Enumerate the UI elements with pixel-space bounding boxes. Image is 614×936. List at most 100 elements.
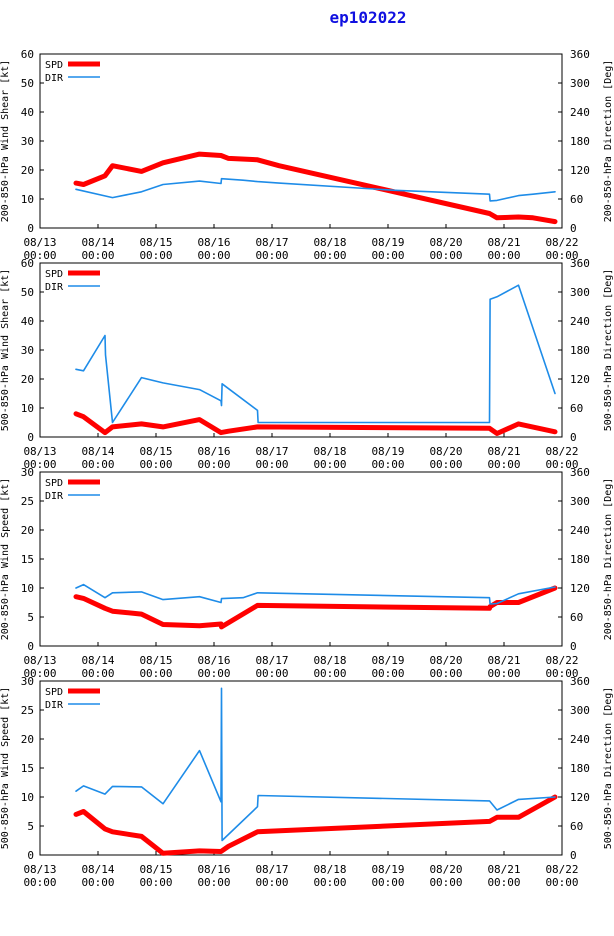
x-tick-date: 08/16 bbox=[197, 236, 230, 249]
y-tick-label: 30 bbox=[21, 135, 34, 148]
y-tick-label: 10 bbox=[21, 193, 34, 206]
x-tick-date: 08/20 bbox=[429, 863, 462, 876]
x-tick-time: 00:00 bbox=[487, 458, 520, 471]
x-tick-date: 08/19 bbox=[371, 654, 404, 667]
x-tick-date: 08/18 bbox=[313, 863, 346, 876]
x-tick-date: 08/15 bbox=[139, 863, 172, 876]
y-tick-label: 25 bbox=[21, 495, 34, 508]
x-tick-date: 08/22 bbox=[545, 654, 578, 667]
y2-tick-label: 360 bbox=[570, 48, 590, 61]
x-tick-time: 00:00 bbox=[313, 876, 346, 889]
legend-label-spd: SPD bbox=[45, 478, 63, 489]
y2-axis-label: 200-850-hPa Direction [Deg] bbox=[603, 60, 614, 223]
y2-tick-label: 0 bbox=[570, 849, 577, 862]
y-tick-label: 10 bbox=[21, 791, 34, 804]
y-axis-label: 500-850-hPa Wind Shear [kt] bbox=[0, 269, 11, 432]
x-tick-date: 08/13 bbox=[23, 236, 56, 249]
x-tick-time: 00:00 bbox=[487, 249, 520, 262]
y2-tick-label: 360 bbox=[570, 675, 590, 688]
x-tick-time: 00:00 bbox=[197, 458, 230, 471]
y2-tick-label: 180 bbox=[570, 344, 590, 357]
y2-axis-label: 200-850-hPa Direction [Deg] bbox=[603, 478, 614, 641]
x-tick-time: 00:00 bbox=[371, 458, 404, 471]
x-tick-date: 08/18 bbox=[313, 445, 346, 458]
y-tick-label: 20 bbox=[21, 733, 34, 746]
y2-tick-label: 120 bbox=[570, 791, 590, 804]
y2-tick-label: 300 bbox=[570, 704, 590, 717]
y-tick-label: 50 bbox=[21, 286, 34, 299]
x-tick-date: 08/16 bbox=[197, 863, 230, 876]
x-tick-time: 00:00 bbox=[255, 249, 288, 262]
y2-tick-label: 60 bbox=[570, 820, 583, 833]
y-tick-label: 50 bbox=[21, 77, 34, 90]
y-tick-label: 60 bbox=[21, 257, 34, 270]
y2-tick-label: 300 bbox=[570, 495, 590, 508]
y2-tick-label: 60 bbox=[570, 611, 583, 624]
y-tick-label: 10 bbox=[21, 402, 34, 415]
x-tick-date: 08/13 bbox=[23, 654, 56, 667]
x-tick-date: 08/18 bbox=[313, 236, 346, 249]
x-tick-time: 00:00 bbox=[139, 458, 172, 471]
y2-tick-label: 180 bbox=[570, 762, 590, 775]
x-tick-date: 08/21 bbox=[487, 236, 520, 249]
x-tick-time: 00:00 bbox=[197, 876, 230, 889]
y2-tick-label: 360 bbox=[570, 466, 590, 479]
x-tick-date: 08/16 bbox=[197, 445, 230, 458]
dir-series-line bbox=[75, 583, 556, 605]
x-tick-date: 08/17 bbox=[255, 445, 288, 458]
x-tick-time: 00:00 bbox=[81, 667, 114, 680]
x-tick-time: 00:00 bbox=[429, 876, 462, 889]
y-tick-label: 20 bbox=[21, 164, 34, 177]
legend-label-dir: DIR bbox=[45, 73, 64, 84]
x-tick-date: 08/13 bbox=[23, 863, 56, 876]
x-tick-time: 00:00 bbox=[313, 458, 346, 471]
y-tick-label: 30 bbox=[21, 344, 34, 357]
legend-label-dir: DIR bbox=[45, 700, 64, 711]
x-tick-time: 00:00 bbox=[429, 458, 462, 471]
x-tick-date: 08/19 bbox=[371, 236, 404, 249]
y2-tick-label: 60 bbox=[570, 193, 583, 206]
y2-tick-label: 180 bbox=[570, 135, 590, 148]
x-tick-date: 08/22 bbox=[545, 236, 578, 249]
x-tick-time: 00:00 bbox=[545, 876, 578, 889]
y2-tick-label: 0 bbox=[570, 431, 577, 444]
chart-panel-1 bbox=[39, 53, 563, 229]
y-axis-label: 500-850-hPa Wind Speed [kt] bbox=[0, 687, 11, 850]
x-tick-time: 00:00 bbox=[139, 667, 172, 680]
x-tick-date: 08/14 bbox=[81, 654, 114, 667]
chart-title: ep102022 bbox=[329, 8, 407, 27]
x-tick-time: 00:00 bbox=[23, 249, 56, 262]
y2-tick-label: 240 bbox=[570, 733, 590, 746]
y-tick-label: 25 bbox=[21, 704, 34, 717]
x-tick-date: 08/17 bbox=[255, 236, 288, 249]
x-tick-time: 00:00 bbox=[81, 876, 114, 889]
x-tick-date: 08/20 bbox=[429, 654, 462, 667]
y-axis-label: 200-850-hPa Wind Speed [kt] bbox=[0, 478, 11, 641]
dir-series-line bbox=[75, 687, 556, 842]
x-tick-time: 00:00 bbox=[23, 458, 56, 471]
y2-axis-label: 500-850-hPa Direction [Deg] bbox=[603, 687, 614, 850]
x-tick-date: 08/14 bbox=[81, 445, 114, 458]
x-tick-time: 00:00 bbox=[313, 667, 346, 680]
x-tick-date: 08/15 bbox=[139, 654, 172, 667]
x-tick-date: 08/17 bbox=[255, 863, 288, 876]
y2-tick-label: 60 bbox=[570, 402, 583, 415]
x-tick-time: 00:00 bbox=[313, 249, 346, 262]
x-tick-date: 08/13 bbox=[23, 445, 56, 458]
y-tick-label: 40 bbox=[21, 315, 34, 328]
dir-series-line bbox=[75, 177, 556, 202]
y2-tick-label: 240 bbox=[570, 106, 590, 119]
x-tick-date: 08/21 bbox=[487, 445, 520, 458]
y2-tick-label: 240 bbox=[570, 315, 590, 328]
x-tick-time: 00:00 bbox=[371, 249, 404, 262]
x-tick-time: 00:00 bbox=[371, 876, 404, 889]
x-tick-time: 00:00 bbox=[255, 458, 288, 471]
y-tick-label: 30 bbox=[21, 675, 34, 688]
y2-tick-label: 0 bbox=[570, 640, 577, 653]
x-tick-time: 00:00 bbox=[487, 876, 520, 889]
y-tick-label: 5 bbox=[27, 820, 34, 833]
x-tick-date: 08/20 bbox=[429, 445, 462, 458]
y-tick-label: 20 bbox=[21, 373, 34, 386]
y-tick-label: 15 bbox=[21, 762, 34, 775]
x-tick-date: 08/14 bbox=[81, 863, 114, 876]
